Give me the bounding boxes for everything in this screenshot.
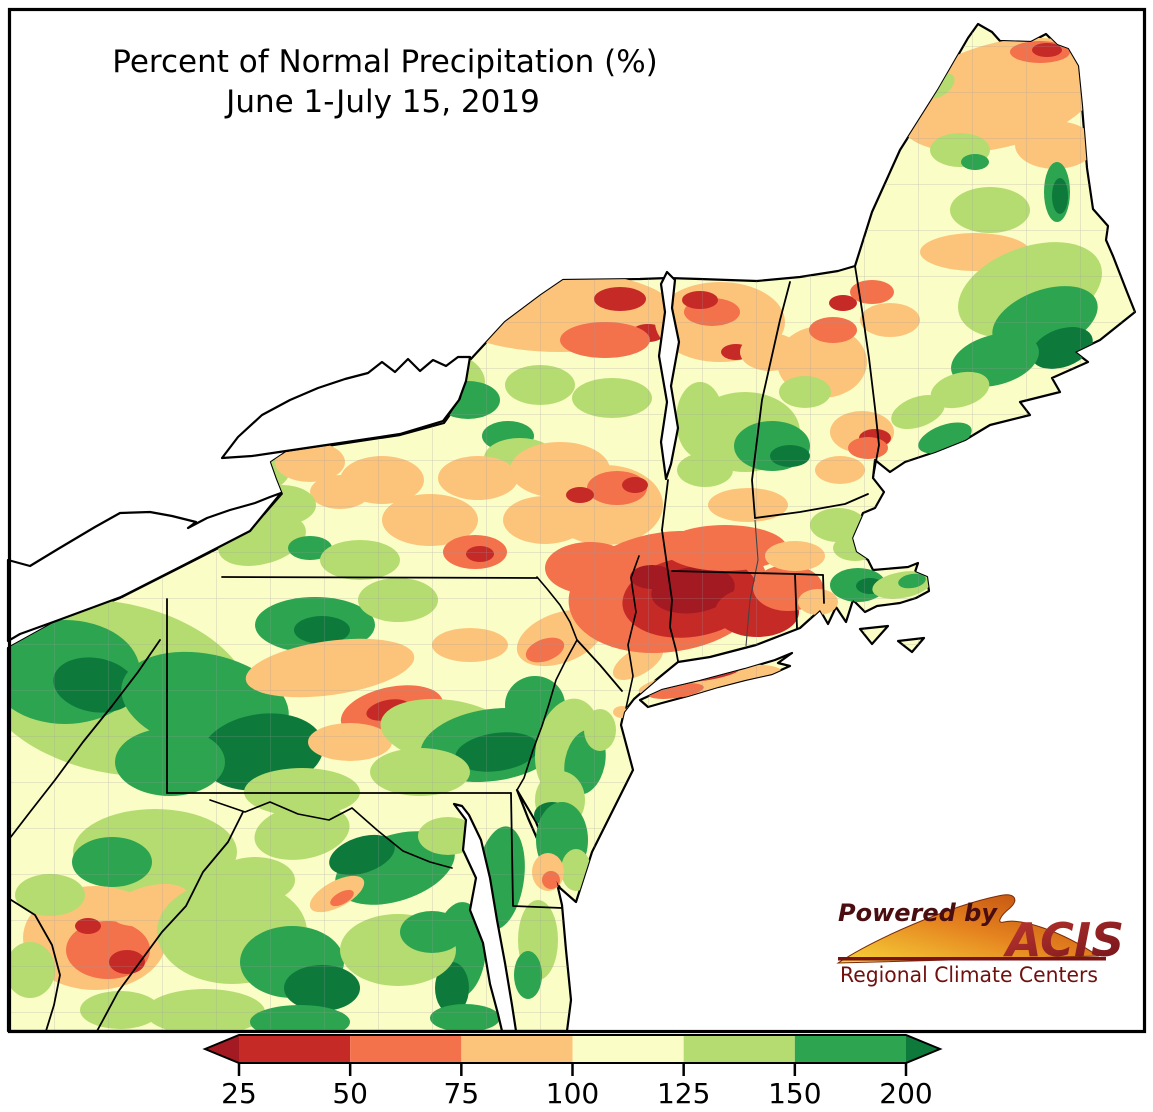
colorbar-segment (461, 1035, 573, 1063)
border-vt-nh (751, 281, 791, 519)
border-ny-nj (576, 639, 623, 692)
border-ohio-river (9, 639, 161, 839)
connecticut-river (745, 519, 759, 647)
map-frame (7, 7, 1147, 1034)
border-ma-south (671, 570, 824, 576)
colorbar-left-arrow (205, 1035, 239, 1063)
title-block: Percent of Normal Precipitation (%) June… (112, 44, 658, 120)
border-wv-va (96, 811, 244, 1032)
water-bodies (6, 270, 681, 1033)
colorbar-tick-label: 75 (444, 1077, 480, 1110)
page-title: Percent of Normal Precipitation (%) (112, 44, 658, 80)
lake-ontario (220, 355, 472, 460)
delaware-river (516, 576, 578, 791)
colorbar-segment (683, 1035, 795, 1063)
border-va-ky (7, 897, 61, 1032)
border-ma-north (754, 493, 869, 519)
lake-champlain (657, 270, 681, 481)
colorbar-segment (239, 1035, 351, 1063)
hudson-river (625, 555, 640, 709)
state-borders (7, 265, 880, 1032)
colorbar-segment (572, 1035, 684, 1063)
colorbar-right-arrow (906, 1035, 940, 1063)
potomac-river (209, 799, 453, 869)
border-ri-ct (794, 574, 798, 629)
border-ny-pa (221, 576, 538, 579)
border-md-de (510, 792, 563, 909)
colorbar-tick-label: 25 (221, 1077, 257, 1110)
acis-underline (838, 957, 1106, 961)
border-nh-me (854, 265, 880, 479)
border-ny-vt (661, 479, 669, 531)
acis-logo: Powered by ACIS Regional Climate Centers (836, 894, 1124, 987)
rivers (209, 519, 759, 869)
lake-erie (6, 491, 283, 643)
colorbar-legend: 25 50 75 100 125 150 200 (202, 1034, 943, 1110)
colorbar-tick-label: 200 (879, 1077, 932, 1110)
colorbar-segment (794, 1035, 906, 1063)
page-subtitle: June 1-July 15, 2019 (224, 84, 540, 120)
powered-by-text: Powered by (838, 899, 998, 927)
colorbar-tick-label: 50 (332, 1077, 368, 1110)
colorbar-segment (350, 1035, 462, 1063)
acis-subtitle: Regional Climate Centers (840, 963, 1098, 987)
acis-wordmark: ACIS (1003, 913, 1124, 967)
colorbar-tick-label: 100 (546, 1077, 599, 1110)
colorbar-tick-label: 125 (657, 1077, 710, 1110)
border-ri-ma (822, 574, 825, 604)
acis-swoosh (836, 894, 1100, 964)
colorbar-tick-label: 150 (768, 1077, 821, 1110)
border-ny-ma-ct (661, 529, 679, 662)
